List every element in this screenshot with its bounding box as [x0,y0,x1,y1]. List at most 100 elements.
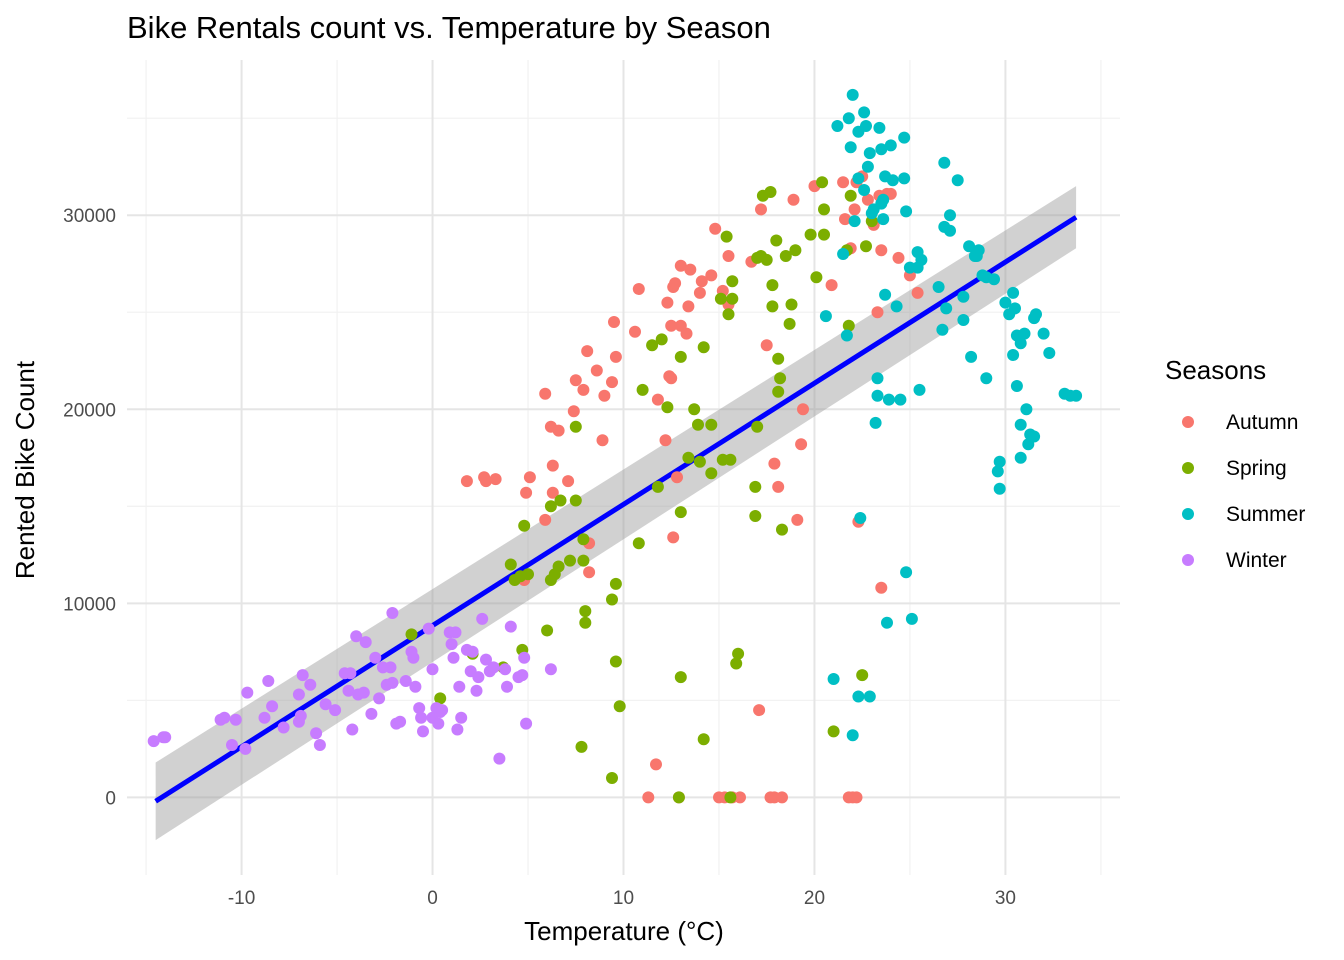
data-point [552,424,565,437]
data-point [546,459,559,472]
data-point [819,310,832,323]
data-point [453,680,466,693]
data-point [770,234,783,247]
data-point [674,506,687,519]
data-point [147,735,160,748]
data-point [684,263,697,276]
data-point [936,323,949,336]
legend-label: Spring [1226,457,1287,480]
data-point [671,471,683,484]
data-point [266,700,279,713]
data-point [405,628,418,641]
data-point [329,704,342,717]
data-point [879,288,892,301]
data-point [518,519,531,532]
data-point [760,253,773,266]
data-point [562,475,575,488]
data-point [831,120,844,132]
data-point [642,791,655,804]
legend-key [1182,416,1194,428]
data-point [365,707,378,720]
data-point [861,193,874,206]
data-point [449,626,462,639]
data-point [861,160,874,173]
data-point [688,403,701,416]
data-point [413,702,426,715]
legend-label: Autumn [1226,411,1298,434]
data-point [667,531,680,544]
data-point [856,669,869,682]
data-point [772,480,785,493]
legend-key [1182,554,1194,566]
data-point [520,486,533,499]
data-point [791,513,804,526]
data-point [869,416,882,429]
x-tick-label: 20 [804,888,825,909]
data-point [749,510,762,522]
data-point [846,88,859,101]
data-point [852,690,865,703]
data-point [218,711,231,724]
legend-label: Winter [1226,549,1287,572]
data-point [682,300,695,313]
data-point [422,622,435,635]
data-point [772,385,785,398]
confidence-band [155,186,1077,841]
data-point [749,480,762,493]
data-point [674,259,687,272]
data-point [646,339,659,352]
data-point [651,480,664,493]
data-point [898,131,911,144]
data-point [850,791,863,804]
data-point [877,193,890,206]
y-axis-ticks: 0 10000 20000 30000 [63,206,116,809]
data-point [852,172,865,185]
data-point [783,317,796,330]
data-point [693,455,706,468]
data-point [766,300,779,313]
points-layer [147,88,1083,804]
data-point [875,143,888,156]
data-point [665,319,678,332]
data-point [776,523,788,536]
data-point [466,645,479,658]
data-point [598,389,611,402]
x-tick-label: 30 [995,888,1016,909]
data-point [606,772,618,784]
data-point [651,393,664,406]
data-point [539,387,552,400]
data-point [837,248,850,260]
data-point [1014,451,1027,464]
data-point [797,403,809,416]
trend-layer [154,186,1078,841]
data-point [636,383,649,396]
data-point [732,647,745,660]
data-point [692,418,704,431]
data-point [239,742,252,755]
data-point [680,327,693,340]
data-point [564,554,576,567]
data-point [520,717,533,730]
data-point [993,482,1006,495]
data-point [840,329,853,342]
data-point [915,253,928,266]
data-point [504,620,517,633]
data-point [386,607,399,619]
data-point [480,653,492,666]
data-point [674,671,687,684]
data-point [577,533,590,546]
data-point [940,302,953,315]
data-point [913,383,926,396]
data-point [1014,418,1027,431]
data-point [451,723,464,736]
data-point [567,405,580,418]
data-point [608,316,620,328]
data-point [569,374,582,387]
data-point [609,350,622,363]
data-point [720,230,733,243]
data-point [795,438,808,451]
data-point [426,663,439,676]
y-axis-label: Rented Bike Count [10,360,40,579]
data-point [787,193,800,206]
data-point [369,651,382,664]
